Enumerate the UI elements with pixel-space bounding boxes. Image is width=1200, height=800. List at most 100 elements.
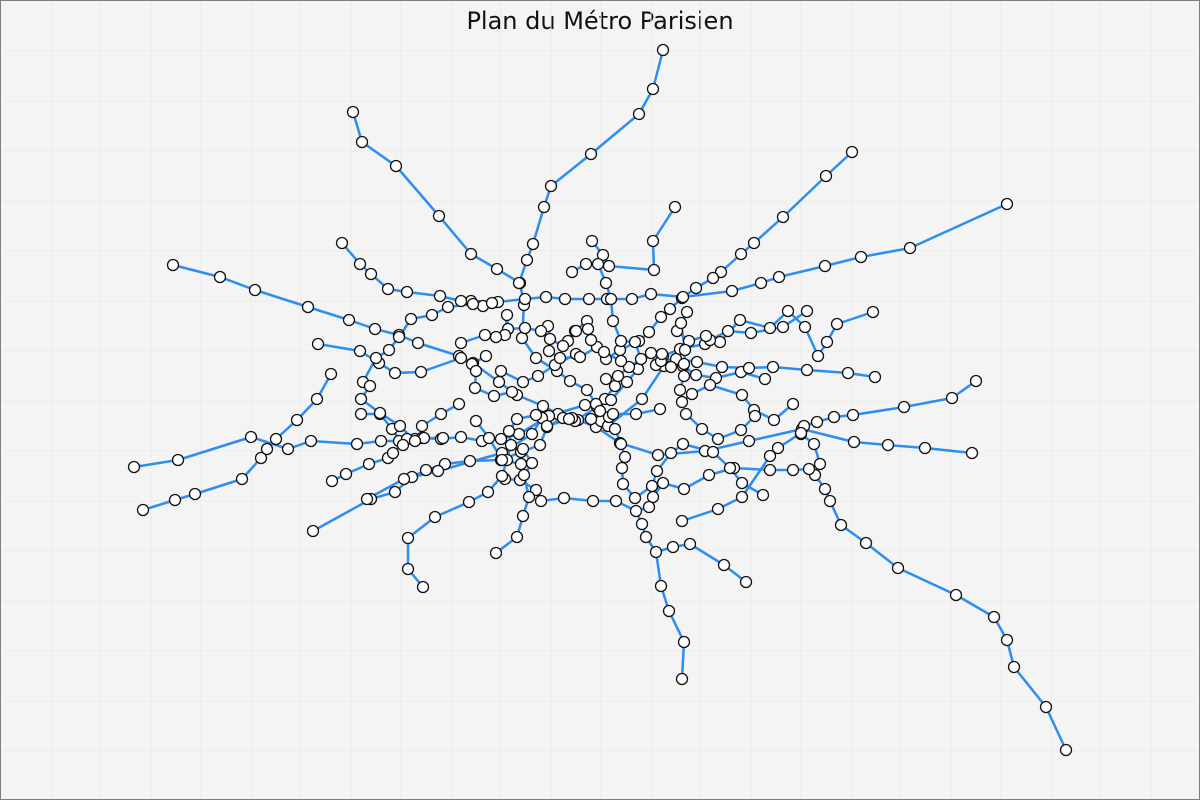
station-marker[interactable] [396,438,410,452]
station-marker[interactable] [281,442,295,456]
station-marker[interactable] [597,345,611,359]
station-marker[interactable] [534,324,548,338]
station-marker[interactable] [818,259,832,273]
station-marker[interactable] [629,504,643,518]
station-marker[interactable] [478,328,492,342]
station-marker[interactable] [543,332,557,346]
station-marker[interactable] [620,375,634,389]
station-marker[interactable] [304,434,318,448]
station-marker[interactable] [425,308,439,322]
station-marker[interactable] [827,410,841,424]
station-marker[interactable] [301,300,315,314]
station-marker[interactable] [690,355,704,369]
station-marker[interactable] [744,326,758,340]
station-marker[interactable] [800,304,814,318]
station-marker[interactable] [487,389,501,403]
station-marker[interactable] [494,432,508,446]
station-marker[interactable] [668,200,682,214]
station-marker[interactable] [965,446,979,460]
station-marker[interactable] [515,331,529,345]
station-marker[interactable] [369,351,383,365]
station-marker[interactable] [248,283,262,297]
station-marker[interactable] [695,422,709,436]
station-marker[interactable] [565,265,579,279]
station-marker[interactable] [748,409,762,423]
station-marker[interactable] [742,434,756,448]
station-marker[interactable] [404,312,418,326]
station-marker[interactable] [525,427,539,441]
station-marker[interactable] [800,363,814,377]
station-marker[interactable] [492,375,506,389]
station-marker[interactable] [235,472,249,486]
station-marker[interactable] [969,374,983,388]
station-marker[interactable] [683,537,697,551]
station-marker[interactable] [544,179,558,193]
station-marker[interactable] [525,456,539,470]
station-marker[interactable] [522,490,536,504]
station-marker[interactable] [654,310,668,324]
station-marker[interactable] [505,385,519,399]
station-marker[interactable] [516,442,530,456]
station-marker[interactable] [579,257,593,271]
station-marker[interactable] [466,297,480,311]
station-marker[interactable] [537,200,551,214]
station-marker[interactable] [846,408,860,422]
station-marker[interactable] [711,432,725,446]
station-marker[interactable] [734,423,748,437]
station-marker[interactable] [489,546,503,560]
station-marker[interactable] [699,329,713,343]
station-marker[interactable] [311,337,325,351]
station-marker[interactable] [642,325,656,339]
station-marker[interactable] [489,330,503,344]
station-marker[interactable] [772,270,786,284]
station-marker[interactable] [290,413,304,427]
station-marker[interactable] [529,351,543,365]
station-marker[interactable] [408,434,422,448]
station-marker[interactable] [529,408,543,422]
station-marker[interactable] [859,536,873,550]
station-marker[interactable] [845,145,859,159]
station-marker[interactable] [813,457,827,471]
station-marker[interactable] [419,463,433,477]
station-marker[interactable] [664,360,678,374]
station-marker[interactable] [569,324,583,338]
station-marker[interactable] [830,317,844,331]
station-marker[interactable] [918,441,932,455]
station-marker[interactable] [558,292,572,306]
station-marker[interactable] [482,431,496,445]
station-marker[interactable] [834,518,848,532]
station-marker[interactable] [355,135,369,149]
station-marker[interactable] [679,407,693,421]
station-marker[interactable] [434,407,448,421]
station-marker[interactable] [518,292,532,306]
station-marker[interactable] [500,308,514,322]
station-marker[interactable] [618,450,632,464]
station-marker[interactable] [847,435,861,449]
station-marker[interactable] [675,672,689,686]
station-marker[interactable] [685,387,699,401]
station-marker[interactable] [798,320,812,334]
station-marker[interactable] [644,346,658,360]
station-marker[interactable] [414,365,428,379]
station-marker[interactable] [401,531,415,545]
station-marker[interactable] [562,412,576,426]
station-marker[interactable] [766,360,780,374]
station-marker[interactable] [510,530,524,544]
station-marker[interactable] [540,419,554,433]
station-marker[interactable] [606,407,620,421]
station-marker[interactable] [495,469,509,483]
station-marker[interactable] [584,333,598,347]
station-marker[interactable] [608,422,622,436]
station-marker[interactable] [614,437,628,451]
station-marker[interactable] [582,292,596,306]
station-marker[interactable] [539,290,553,304]
station-marker[interactable] [244,430,258,444]
station-marker[interactable] [647,263,661,277]
station-marker[interactable] [735,476,749,490]
station-marker[interactable] [642,500,656,514]
station-marker[interactable] [415,419,429,433]
station-marker[interactable] [516,375,530,389]
station-marker[interactable] [563,374,577,388]
station-marker[interactable] [599,372,613,386]
station-marker[interactable] [646,82,660,96]
